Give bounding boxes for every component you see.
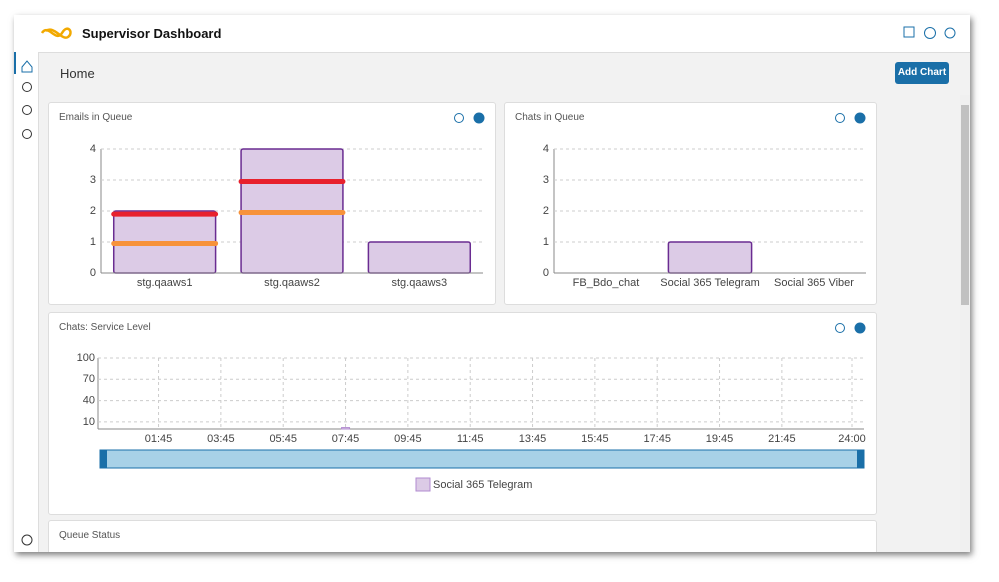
chart-panel: Emails in Queue 0 1 2 3 4 stg.qaaws1 stg.qaaws2…	[48, 102, 496, 305]
y-tick-label: 40	[83, 395, 95, 407]
settings-icon[interactable]	[835, 323, 845, 333]
scrollbar[interactable]	[960, 95, 970, 552]
y-tick-label: 100	[77, 352, 95, 364]
help-icon[interactable]	[854, 112, 866, 124]
settings-icon[interactable]	[835, 113, 845, 123]
help-icon[interactable]	[473, 112, 485, 124]
y-tick-label: 2	[543, 205, 549, 217]
logo	[40, 27, 72, 39]
x-tick-label: Social 365 Viber	[774, 277, 854, 289]
chart-panel: Chats: Service Level 10 40 70 100 01:45 03:45 0…	[48, 312, 877, 515]
x-tick-label: Social 365 Telegram	[660, 277, 759, 289]
header-icons[interactable]	[902, 24, 962, 44]
sidebar	[14, 52, 39, 552]
panel-title: Chats in Queue	[515, 112, 585, 123]
x-tick-label: FB_Bdo_chat	[573, 277, 640, 289]
y-tick-label: 0	[90, 267, 96, 279]
bar	[367, 241, 472, 274]
chart: 0 1 2 3 4 stg.qaaws1 stg.qaaws2 stg.qaaws3	[90, 112, 485, 289]
range-slider[interactable]	[99, 449, 865, 469]
legend-label: Social 365 Telegram	[433, 479, 532, 491]
settings-icon[interactable]	[454, 113, 464, 123]
x-tick-label: 01:45	[145, 433, 173, 445]
slider-handle[interactable]	[100, 450, 107, 468]
chart: 10 40 70 100 01:45 03:45 05:45 07:45 09:45 11:45 1…	[77, 322, 866, 492]
y-tick-label: 1	[543, 236, 549, 248]
page-title: Home	[60, 66, 95, 81]
y-tick-label: 3	[543, 174, 549, 186]
legend-swatch	[415, 477, 431, 492]
header: Supervisor Dashboard	[14, 15, 970, 53]
x-tick-label: 05:45	[269, 433, 297, 445]
x-tick-label: 11:45	[457, 433, 484, 445]
add-chart-button[interactable]: Add Chart	[895, 62, 949, 84]
x-tick-label: stg.qaaws3	[392, 277, 448, 289]
y-tick-label: 1	[90, 236, 96, 248]
x-tick-label: stg.qaaws1	[137, 277, 193, 289]
x-tick-label: 09:45	[394, 433, 422, 445]
slider-handle[interactable]	[857, 450, 864, 468]
y-tick-label: 10	[83, 416, 95, 428]
y-tick-label: 2	[90, 205, 96, 217]
y-tick-label: 3	[90, 174, 96, 186]
x-tick-label: stg.qaaws2	[264, 277, 320, 289]
app-title: Supervisor Dashboard	[82, 26, 222, 41]
help-icon[interactable]	[854, 322, 866, 334]
x-tick-label: 17:45	[643, 433, 671, 445]
y-tick-label: 70	[83, 373, 95, 385]
y-tick-label: 4	[90, 143, 96, 155]
app-window: Supervisor Dashboard Home Add Chart Emai…	[14, 15, 970, 552]
sidebar-icons[interactable]	[14, 52, 38, 552]
x-tick-label: 21:45	[768, 433, 796, 445]
x-tick-label: 13:45	[519, 433, 547, 445]
x-tick-label: 19:45	[706, 433, 734, 445]
panel-title: Queue Status	[59, 530, 121, 541]
panel-title: Emails in Queue	[59, 112, 133, 123]
x-tick-label: 07:45	[332, 433, 360, 445]
y-tick-label: 0	[543, 267, 549, 279]
panel-title: Chats: Service Level	[59, 322, 151, 333]
x-tick-label: 15:45	[581, 433, 609, 445]
bar	[667, 241, 753, 274]
x-tick-label: 03:45	[207, 433, 235, 445]
y-tick-label: 4	[543, 143, 549, 155]
chart-panel: Chats in Queue 0 1 2 3 4 FB_Bdo_chat Social 365…	[504, 102, 877, 305]
queue-status-panel: Queue Status	[48, 520, 877, 552]
x-tick-label: 24:00	[838, 433, 866, 445]
chart: 0 1 2 3 4 FB_Bdo_chat Social 365 Telegram Socia…	[543, 112, 866, 289]
bar	[341, 427, 351, 430]
